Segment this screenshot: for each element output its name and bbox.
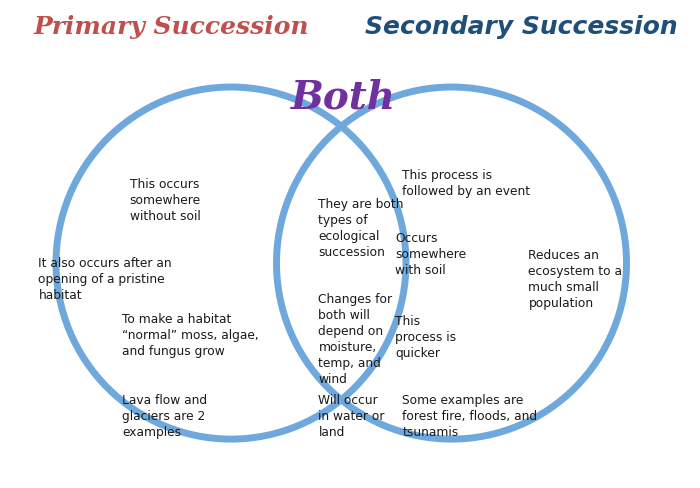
Text: To make a habitat
“normal” moss, algae,
and fungus grow: To make a habitat “normal” moss, algae, … (122, 312, 259, 357)
Text: This
process is
quicker: This process is quicker (395, 315, 456, 360)
Text: Secondary Succession: Secondary Succession (365, 15, 678, 39)
Text: Occurs
somewhere
with soil: Occurs somewhere with soil (395, 232, 467, 277)
Text: They are both
types of
ecological
succession: They are both types of ecological succes… (318, 198, 404, 259)
Text: Both: Both (290, 78, 396, 116)
Text: It also occurs after an
opening of a pristine
habitat: It also occurs after an opening of a pri… (38, 256, 172, 301)
Text: Some examples are
forest fire, floods, and
tsunamis: Some examples are forest fire, floods, a… (402, 393, 538, 438)
Text: Lava flow and
glaciers are 2
examples: Lava flow and glaciers are 2 examples (122, 393, 208, 438)
Text: Will occur
in water or
land: Will occur in water or land (318, 393, 385, 438)
Text: This process is
followed by an event: This process is followed by an event (402, 168, 531, 197)
Text: Changes for
both will
depend on
moisture,
temp, and
wind: Changes for both will depend on moisture… (318, 293, 393, 386)
Text: This occurs
somewhere
without soil: This occurs somewhere without soil (130, 178, 201, 223)
Text: Primary Succession: Primary Succession (34, 15, 309, 39)
Text: Reduces an
ecosystem to a
much small
population: Reduces an ecosystem to a much small pop… (528, 249, 622, 310)
